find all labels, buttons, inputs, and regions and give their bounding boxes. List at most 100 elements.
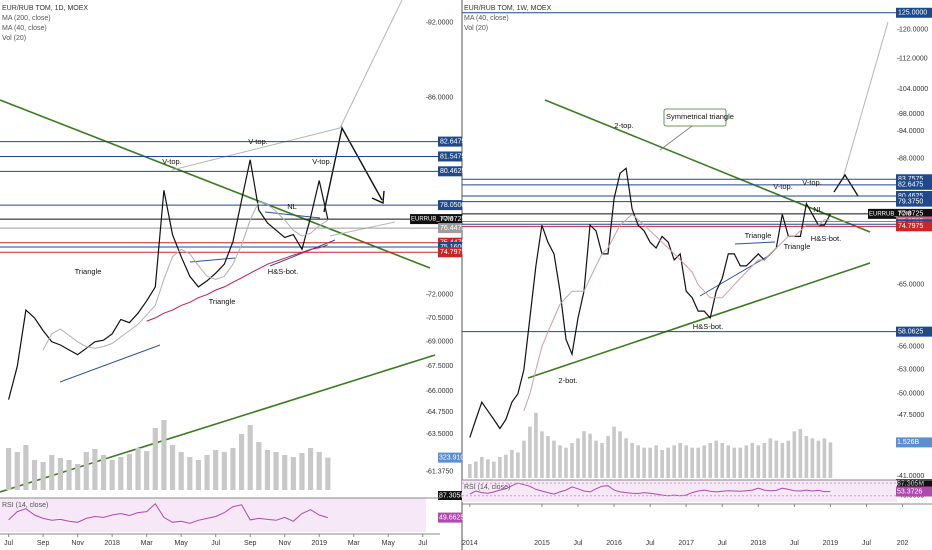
volume-bar	[696, 447, 701, 478]
x-tick-label: Jul	[646, 540, 655, 547]
trendline	[329, 221, 396, 237]
volume-bar	[238, 434, 245, 490]
x-tick-label: Mar	[348, 540, 361, 547]
level-tag	[438, 200, 462, 211]
volume-bar	[504, 454, 508, 478]
volume-top-tag	[438, 491, 462, 500]
x-tick-label: Jul	[418, 540, 427, 547]
level-tag	[896, 208, 932, 219]
volume-bar	[474, 461, 478, 478]
trendline	[527, 262, 871, 379]
x-tick-label: Jul	[4, 540, 13, 547]
level-tag	[438, 166, 462, 177]
x-tick-label: Sep	[37, 540, 50, 547]
volume-bar	[516, 452, 520, 478]
volume-bar	[178, 452, 184, 490]
trendline	[189, 257, 236, 263]
volume-bar	[83, 452, 89, 490]
volume-bar	[798, 429, 803, 478]
trendline	[171, 127, 341, 171]
volume-bar	[660, 450, 664, 478]
level-tag	[896, 7, 932, 18]
annotation: 2-top.	[614, 121, 633, 130]
y-tick-label: 66.0000	[428, 388, 453, 395]
volume-bar	[756, 445, 761, 478]
y-tick-label: 70.5000	[428, 315, 453, 322]
legend-entry: Vol (20)	[2, 35, 26, 42]
x-tick-label: 2016	[606, 540, 622, 547]
level-label: 83.7575	[898, 176, 923, 183]
trendline	[0, 354, 436, 493]
volume-bar	[126, 454, 132, 490]
level-tag	[896, 190, 932, 201]
y-tick-label: 69.0000	[428, 339, 453, 346]
price-line	[8, 159, 329, 400]
x-tick-label: 2019	[823, 540, 839, 547]
level-label: 79.3750	[898, 198, 923, 205]
volume-bar	[75, 464, 81, 490]
price-name-tag	[868, 208, 896, 219]
volume-bar	[816, 440, 821, 478]
volume-bar	[308, 448, 314, 490]
x-tick-label: Jul	[211, 540, 220, 547]
callout-box	[663, 108, 727, 127]
volume-bar	[732, 447, 737, 478]
x-tick-label: Jul	[862, 540, 871, 547]
level-label: 80.4625	[440, 168, 465, 175]
volume-bar	[282, 455, 288, 490]
level-tag	[438, 136, 462, 147]
trendline	[544, 99, 871, 233]
volume-bar	[576, 438, 580, 478]
volume-bar	[31, 460, 38, 490]
volume-bar	[247, 425, 253, 490]
x-tick-label: Jul	[574, 540, 583, 547]
x-tick-label: 2014	[462, 540, 478, 547]
volume-last-label: 323.9108M	[439, 454, 474, 461]
volume-bar	[221, 452, 227, 490]
volume-bar	[600, 443, 604, 478]
y-tick-label: 41.0000	[899, 473, 924, 480]
forecast-path	[323, 126, 383, 213]
volume-bar	[624, 438, 628, 478]
volume-bar	[152, 428, 158, 490]
legend-entry: MA (200, close)	[2, 15, 51, 22]
volume-bar	[273, 452, 279, 490]
volume-last-label: 1.526B	[897, 439, 920, 446]
volume-bar	[588, 433, 592, 478]
volume-bar	[92, 449, 98, 490]
annotation: V-top.	[312, 157, 332, 166]
x-tick-label: 2017	[678, 540, 694, 547]
ma-line	[523, 213, 831, 411]
volume-bar	[498, 457, 502, 478]
volume-bar	[528, 426, 532, 478]
volume-bar	[316, 452, 322, 490]
volume-bar	[57, 458, 63, 490]
annotation: Symmetrical triangle	[666, 112, 734, 121]
volume-bar	[792, 431, 797, 478]
y-tick-label: 67.5000	[428, 363, 453, 370]
volume-bar	[714, 440, 719, 478]
rsi-tick-label: 80.0000	[899, 480, 924, 487]
price-name-tag	[410, 214, 438, 225]
level-tag	[438, 247, 462, 258]
volume-tag	[438, 452, 462, 463]
level-label: 76.4475	[440, 225, 465, 232]
volume-bar	[810, 438, 815, 478]
volume-bar	[169, 445, 176, 490]
level-label: 75.1600	[440, 244, 465, 251]
trendline	[0, 99, 431, 269]
volume-bar	[564, 447, 568, 478]
volume-bar	[299, 453, 305, 490]
rsi-name: RSI (14, close)	[2, 502, 48, 509]
rsi-tag	[438, 512, 462, 523]
arrow-head	[371, 190, 385, 205]
volume-bar	[558, 445, 562, 478]
volume-bar	[648, 447, 652, 478]
volume-bar	[187, 457, 193, 490]
level-tag	[896, 179, 932, 190]
volume-bar	[468, 464, 472, 478]
y-tick-label: 98.0000	[899, 111, 924, 118]
level-label: 74.7975	[440, 249, 465, 256]
y-tick-label: 53.0000	[899, 366, 924, 373]
y-tick-label: 94.0000	[899, 128, 924, 135]
